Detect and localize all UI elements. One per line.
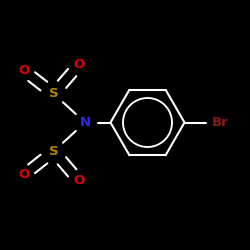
- Text: N: N: [80, 116, 90, 129]
- Text: O: O: [18, 168, 30, 181]
- Text: S: S: [49, 145, 58, 158]
- Text: O: O: [18, 64, 30, 77]
- Text: Br: Br: [212, 116, 228, 129]
- Text: O: O: [73, 174, 85, 187]
- Text: S: S: [49, 87, 58, 100]
- Text: O: O: [73, 58, 85, 71]
